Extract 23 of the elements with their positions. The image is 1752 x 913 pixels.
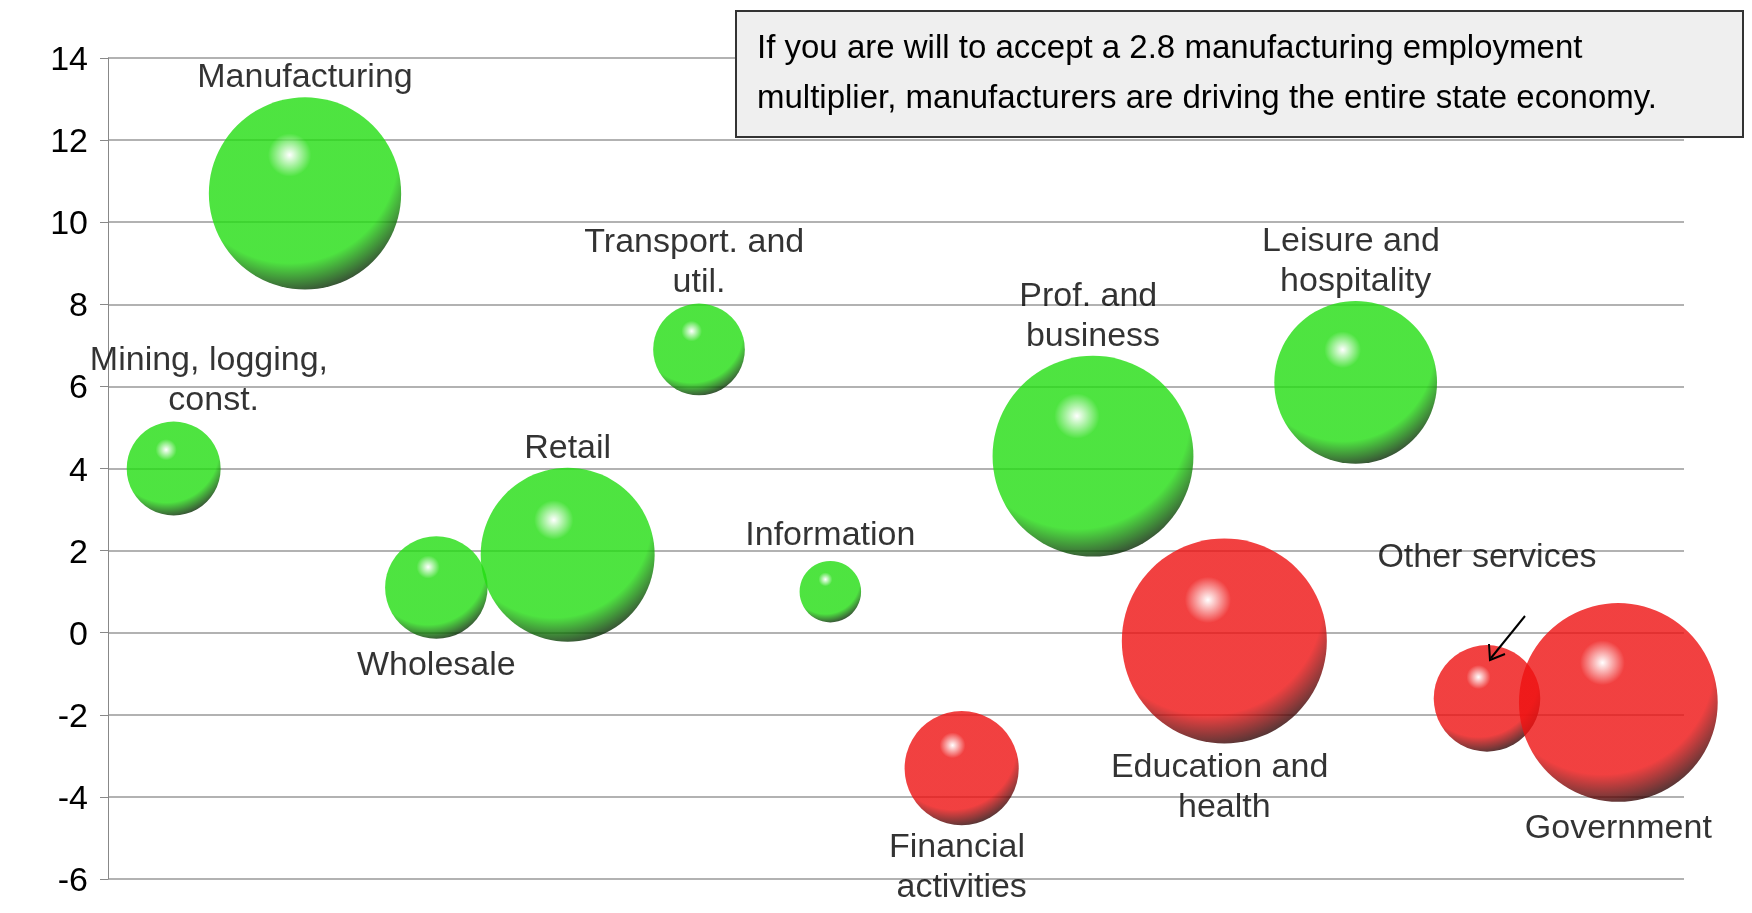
y-tick-label: 8: [69, 285, 88, 324]
y-tick-label: -2: [57, 695, 88, 734]
y-tick-label: 0: [69, 613, 88, 652]
text-box: If you are will to accept a 2.8 manufacturing employment multiplier, manufacturers are driving the entire state economy.: [735, 10, 1744, 138]
series-label: Manufacturing: [197, 56, 413, 95]
series-label: Retail: [524, 426, 612, 465]
series-label: Information: [745, 513, 916, 552]
y-tick-label: -4: [57, 777, 88, 816]
y-tick-label: 14: [50, 39, 88, 77]
series-label: Leisure and hospitality: [1262, 219, 1450, 298]
y-tick-label: 4: [69, 449, 88, 488]
series-label: Government: [1524, 806, 1713, 845]
y-tick-label: 10: [50, 203, 88, 242]
y-tick-label: 2: [69, 531, 88, 570]
series-label: Financial activities: [888, 826, 1035, 905]
y-tick-label: -6: [57, 860, 88, 898]
y-tick-label: 6: [69, 367, 88, 406]
text: Other services: [1377, 536, 1597, 575]
y-tick-label: 12: [50, 121, 88, 160]
series-label: Wholesale: [356, 643, 516, 682]
series-label: Prof. and business: [1019, 274, 1167, 353]
series-label: Transport. and util.: [584, 220, 814, 299]
series-label: Education and health: [1110, 746, 1338, 825]
